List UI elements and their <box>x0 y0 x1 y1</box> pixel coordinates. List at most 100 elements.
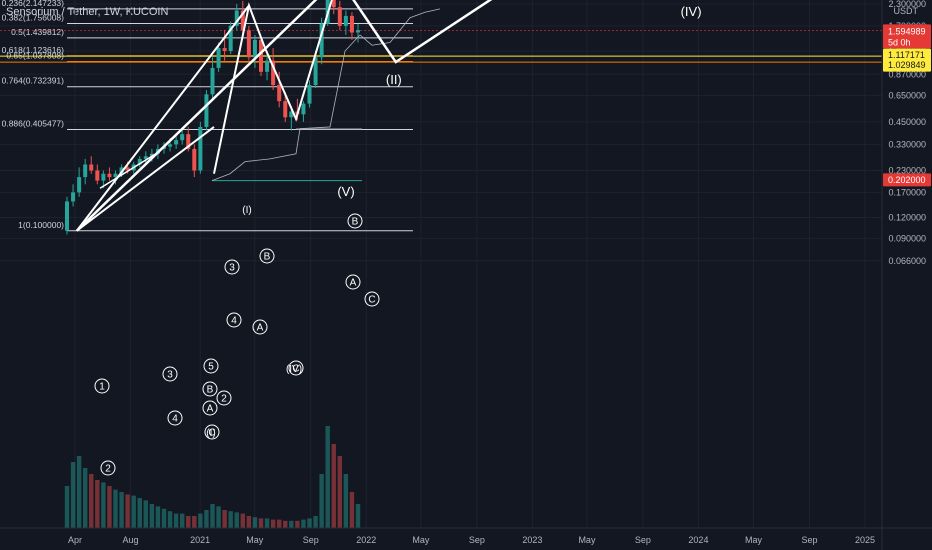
wave-label-text: 2 <box>221 394 227 405</box>
volume-bar <box>319 474 324 528</box>
wave-label-circle <box>203 358 219 374</box>
fib-level-label: 1(0.100000) <box>18 220 64 230</box>
volume-bar <box>186 516 191 528</box>
wave-label-text: A <box>207 404 214 415</box>
x-tick-label: 2023 <box>522 535 542 545</box>
x-tick-label: Sep <box>635 535 651 545</box>
fib-level-label: 0.65(1.037808) <box>6 51 64 61</box>
candle-body <box>65 201 69 231</box>
volume-bar <box>222 510 227 528</box>
candle-body <box>89 164 94 171</box>
wave-label-circle <box>202 381 218 397</box>
circled-wave-label: B <box>202 381 218 397</box>
candle-body <box>222 48 227 52</box>
fib-level-label: 0.5(1.439812) <box>11 27 64 37</box>
circled-wave-label: A <box>202 400 218 416</box>
volume-bar <box>234 512 239 528</box>
wave-label-text: B <box>352 217 359 228</box>
price-badge-bg <box>883 58 931 72</box>
wave-label-circle <box>162 366 178 382</box>
volume-bar <box>283 520 288 528</box>
volume-bar <box>270 519 276 528</box>
price-badge-value: 1.594989 <box>888 26 926 36</box>
candle-body <box>186 134 191 149</box>
candle-body <box>137 158 142 165</box>
price-badge: 0.202000 <box>883 173 931 187</box>
price-badge-countdown: 5d 0h <box>888 37 911 47</box>
volume-bar <box>173 513 179 528</box>
candle-body <box>180 134 185 141</box>
candle-body <box>228 25 233 52</box>
price-badge-value: 0.202000 <box>888 175 926 185</box>
circled-wave-label: 2 <box>100 460 116 476</box>
wave-label-text: C <box>368 295 375 306</box>
wave-label: (IV) <box>681 4 702 19</box>
x-tick-label: 2022 <box>356 535 376 545</box>
volume-bar <box>337 456 343 528</box>
price-badge: 1.029849 <box>883 58 931 72</box>
wave-label-circle <box>202 400 218 416</box>
candle-body <box>95 170 100 181</box>
wave-label-text: 4 <box>231 316 237 327</box>
candle-body <box>283 101 288 118</box>
wave-label-text: 4 <box>172 414 178 425</box>
y-tick-label: 0.090000 <box>888 233 926 243</box>
wave-label: (IV) <box>286 364 302 375</box>
wave-label-text: 1 <box>99 382 105 393</box>
wave-label-text: C <box>292 364 299 375</box>
volume-bar <box>76 456 82 528</box>
candle-body <box>349 15 354 33</box>
candle-body <box>240 10 245 31</box>
x-tick-label: May <box>745 535 763 545</box>
fib-level-label: 0.618(1.123616) <box>2 45 65 55</box>
circled-wave-label: 4 <box>226 312 242 328</box>
candle-body <box>313 57 318 86</box>
price-badge-bg <box>883 48 931 62</box>
volume-bar <box>70 462 76 528</box>
price-badge-value: 1.029849 <box>888 60 926 70</box>
volume-bar <box>95 480 100 528</box>
x-tick-label: 2025 <box>855 535 875 545</box>
volume-bar <box>210 504 215 528</box>
candle-body <box>168 144 173 147</box>
volume-bar <box>119 492 124 528</box>
wave-label-circle <box>364 291 380 307</box>
wave-label: (I) <box>206 428 215 439</box>
wave-label-text: 5 <box>208 362 214 373</box>
y-tick-label: 0.330000 <box>888 139 926 149</box>
candle-body <box>174 140 179 145</box>
candle-body <box>289 111 294 118</box>
x-tick-label: Sep <box>801 535 817 545</box>
x-tick-label: May <box>412 535 430 545</box>
wave-label-circle <box>204 424 220 440</box>
volume-bar <box>325 426 330 528</box>
x-tick-label: May <box>578 535 596 545</box>
wave-label-circle <box>226 312 242 328</box>
wave-label: (I) <box>242 205 251 216</box>
price-badge-value: 1.117171 <box>888 50 925 60</box>
wave-label: (II) <box>386 72 402 87</box>
candle-body <box>216 48 221 68</box>
wave-label-circle <box>252 319 268 335</box>
fib-level-label: 0.764(0.732391) <box>2 76 65 86</box>
circled-wave-label: 5 <box>203 358 219 374</box>
wave-label-text: 2 <box>105 464 111 475</box>
wave-label-text: 3 <box>229 263 235 274</box>
y-tick-label: 0.230000 <box>888 166 926 176</box>
candle-body <box>271 60 276 86</box>
wave-label-text: B <box>207 385 214 396</box>
y-tick-label: 0.450000 <box>888 117 926 127</box>
candle-body <box>198 126 203 171</box>
candle-body <box>204 94 209 127</box>
wave-label-circle <box>216 390 232 406</box>
wave-label-text: A <box>257 323 264 334</box>
candle-body <box>113 173 118 178</box>
candle-body <box>234 10 239 26</box>
price-badge: 1.117171 <box>883 48 931 62</box>
candle-body <box>277 85 282 102</box>
candle-body <box>307 85 312 104</box>
volume-bar <box>131 495 136 528</box>
volume-bar <box>276 519 282 528</box>
candle-body <box>301 103 306 115</box>
